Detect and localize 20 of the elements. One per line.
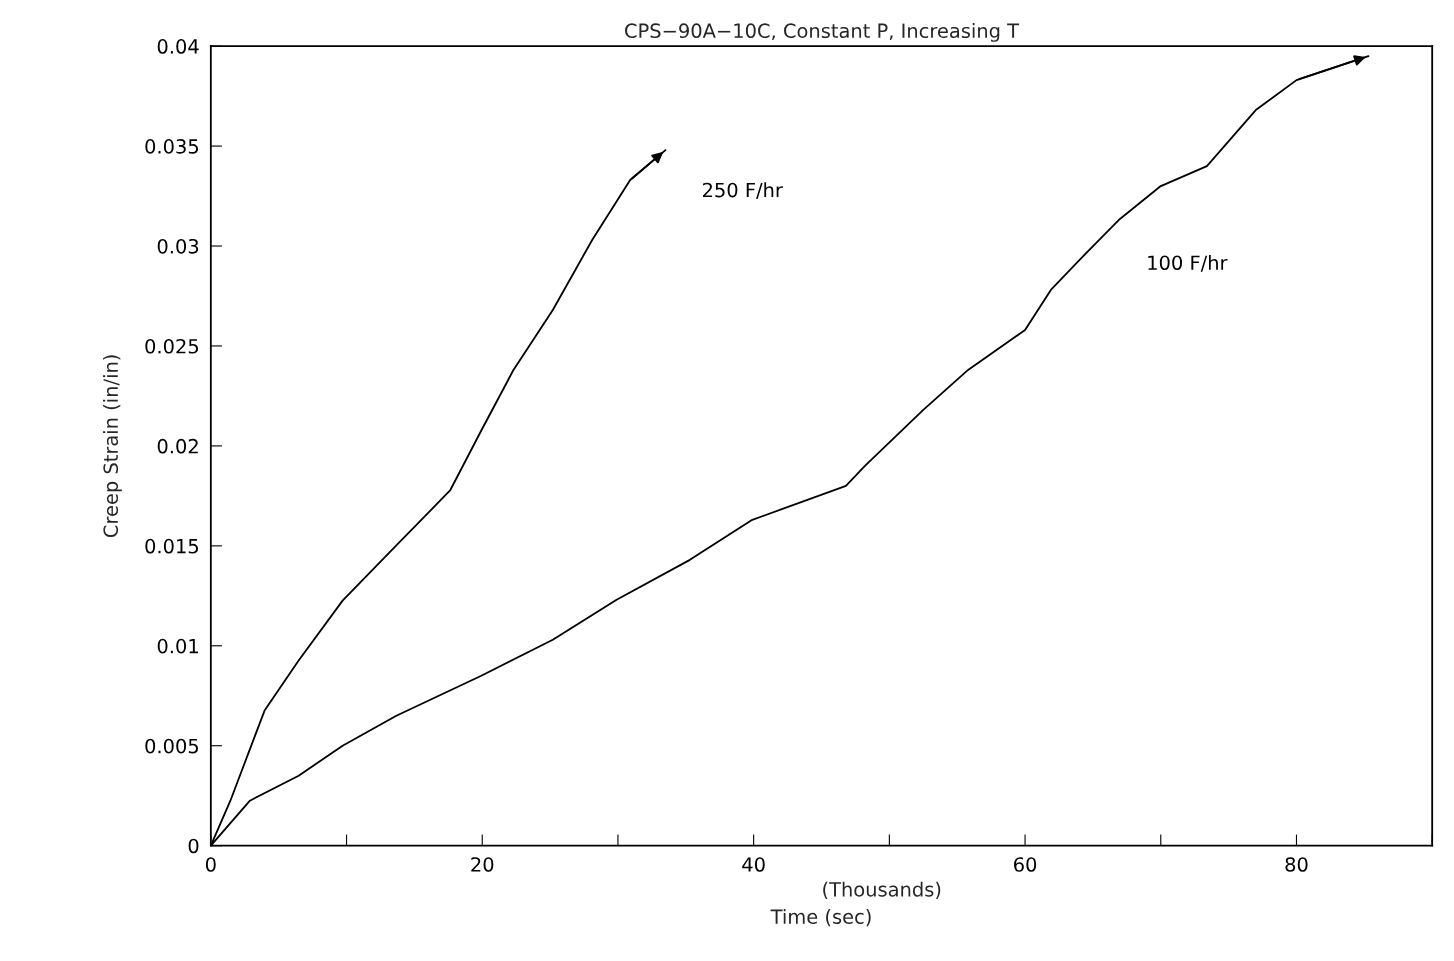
text: (Thousands) [823,881,941,899]
y-tick-label: 0 [188,838,199,854]
chart-title: CPS−90A−10C, Constant P, Increasing T [625,23,1020,42]
x-tick-label: 20 [471,857,494,872]
text: 250 F/hr [702,182,783,199]
y-tick-label: 0.015 [145,538,199,554]
y-tick-label: 0.03 [157,238,199,254]
x-tick-label: 0 [205,857,216,872]
x-tick-label: 40 [742,857,765,872]
text: 100 F/hr [1148,255,1228,272]
y-tick-label: 0.005 [145,738,199,754]
y-tick-label: 0.025 [145,338,199,354]
x-axis-title: Time (sec) [770,908,871,927]
y-tick-label: 0.04 [157,39,199,54]
y-tick-label: 0.01 [157,638,198,654]
y-tick-label: 0.035 [145,139,199,154]
x-tick-label: 60 [1014,857,1037,872]
y-axis-title: Creep Strain (in/in) [103,355,122,538]
y-tick-label: 0.02 [157,438,198,454]
x-tick-label: 80 [1285,857,1308,872]
